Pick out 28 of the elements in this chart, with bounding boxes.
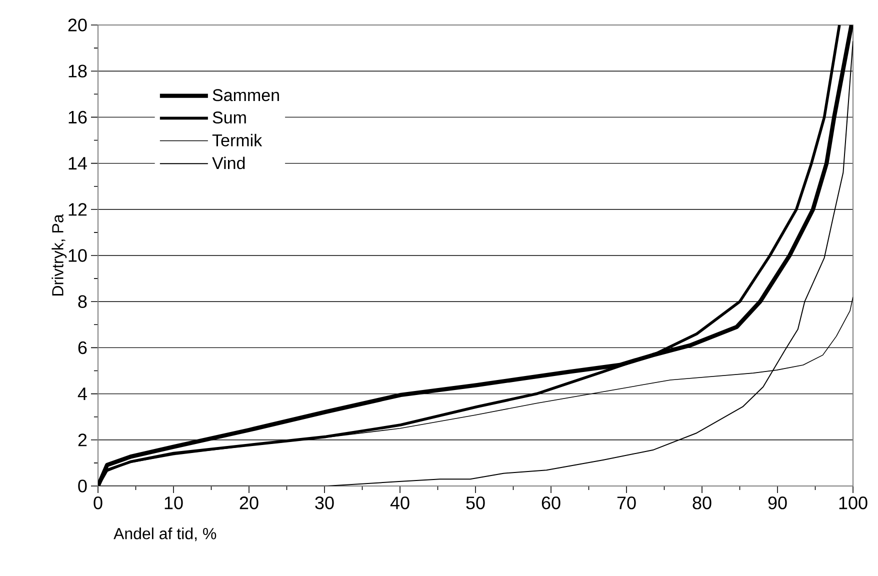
x-tick-label: 90	[768, 496, 787, 510]
y-tick-label: 8	[78, 295, 87, 308]
legend-label: Sammen	[212, 89, 279, 102]
legend-label: Termik	[212, 134, 262, 146]
x-tick-label: 70	[617, 496, 636, 510]
x-tick-label: 0	[94, 496, 102, 510]
x-tick-label: 40	[390, 496, 410, 510]
y-tick-label: 12	[68, 203, 87, 216]
x-tick-label: 10	[164, 496, 183, 510]
y-tick-label: 18	[68, 64, 87, 78]
y-tick-label: 14	[68, 157, 87, 170]
y-tick-label: 2	[78, 434, 87, 446]
x-tick-label: 50	[466, 496, 485, 510]
y-axis-title: Drivtryk, Pa	[52, 214, 67, 296]
y-tick-label: 10	[68, 249, 87, 262]
y-tick-label: 0	[78, 480, 87, 492]
y-tick-label: 6	[78, 341, 87, 354]
y-tick-label: 20	[68, 18, 87, 32]
legend-label: Vind	[212, 156, 245, 170]
legend-label: Sum	[212, 112, 246, 124]
x-tick-label: 60	[542, 496, 560, 510]
y-tick-label: 4	[78, 388, 87, 400]
x-tick-label: 100	[839, 496, 868, 510]
y-tick-label: 16	[68, 110, 87, 124]
x-tick-label: 30	[315, 496, 334, 510]
x-tick-label: 20	[240, 496, 258, 510]
x-tick-label: 80	[692, 496, 712, 510]
x-axis-title: Andel af tid, %	[114, 528, 216, 542]
